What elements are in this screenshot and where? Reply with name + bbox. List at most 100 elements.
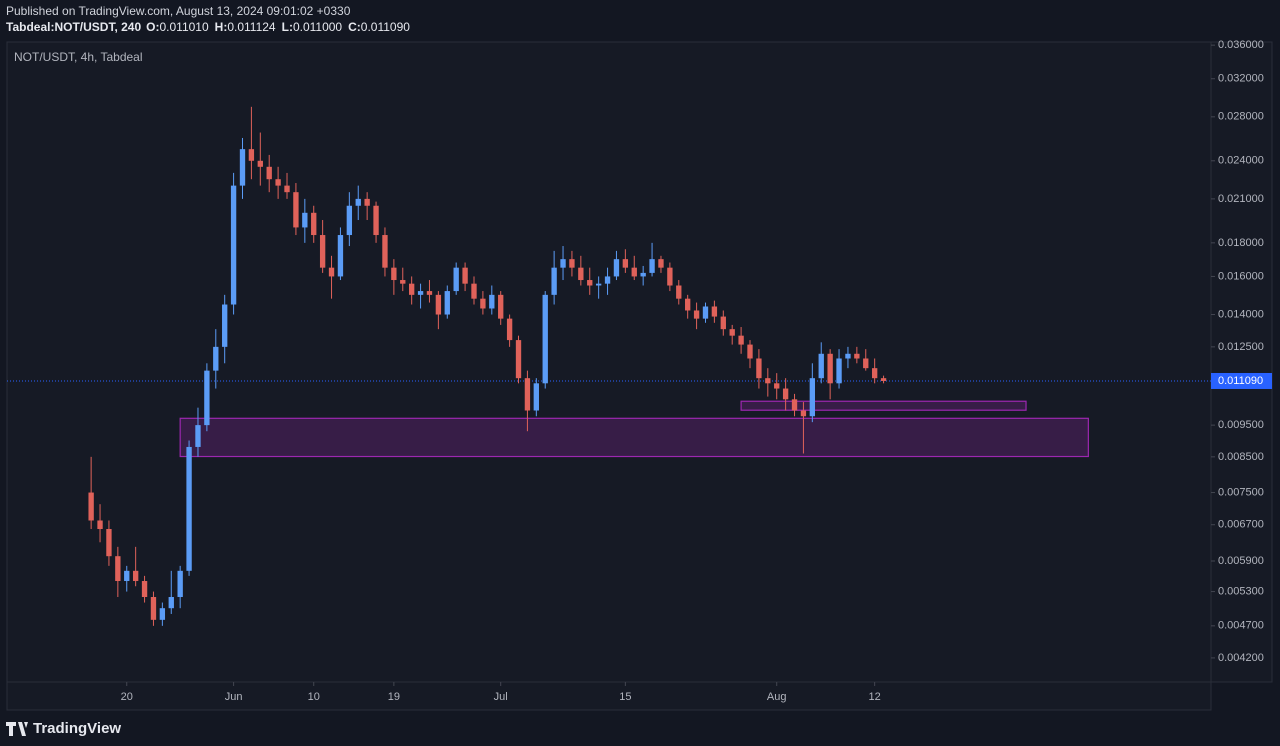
candle-body: [248, 149, 255, 161]
candle-body: [319, 235, 326, 268]
y-tick-label: 0.018000: [1218, 237, 1264, 249]
y-tick-label: 0.036000: [1218, 39, 1264, 51]
x-tick-label: 10: [308, 691, 320, 703]
candle-body: [854, 353, 860, 359]
candle-body: [346, 205, 353, 236]
candle-body: [658, 259, 664, 268]
candle-body: [622, 259, 629, 268]
candle-body: [462, 267, 468, 284]
candle-body: [765, 378, 771, 384]
y-tick-label: 0.008500: [1218, 451, 1264, 463]
time-axis: [6, 681, 1212, 711]
candle-body: [355, 198, 361, 206]
candle-body: [595, 283, 602, 286]
x-tick-label: 15: [619, 691, 631, 703]
x-tick-label: Jul: [494, 691, 508, 703]
candle-body: [818, 353, 824, 379]
y-tick-label: 0.004200: [1218, 652, 1264, 664]
y-tick-label: 0.021000: [1218, 193, 1264, 205]
y-tick-label: 0.024000: [1218, 155, 1264, 167]
logo-icon: [6, 722, 28, 736]
candle-body: [311, 212, 317, 236]
candle-body: [115, 556, 121, 582]
candle-body: [702, 306, 709, 319]
candle-body: [738, 335, 744, 345]
y-tick-label: 0.012500: [1218, 341, 1264, 353]
candle-body: [159, 608, 166, 620]
candle-body: [756, 358, 762, 379]
candle-body: [542, 294, 548, 384]
zone: [740, 400, 1027, 411]
candle-body: [400, 280, 406, 284]
candle-body: [391, 267, 397, 281]
candle-body: [275, 179, 281, 186]
pane: [6, 41, 1212, 683]
candle-body: [693, 310, 700, 319]
candle-body: [720, 316, 726, 330]
candle-body: [150, 597, 157, 620]
candle-body: [168, 597, 174, 609]
candle-body: [204, 370, 210, 426]
candle-body: [560, 259, 566, 268]
ohlc-value: 0.011010: [159, 20, 208, 34]
ohlc-value: 0.011090: [361, 20, 410, 34]
candle-body: [293, 192, 299, 228]
candle-body: [489, 294, 495, 309]
ohlc-value: 0.011000: [293, 20, 342, 34]
ohlc-key: O:: [146, 20, 159, 34]
candle-body: [435, 294, 442, 315]
candle-body: [222, 304, 228, 347]
candle-body: [328, 267, 335, 277]
candle-body: [498, 294, 504, 319]
candle-body: [604, 276, 611, 284]
candle-body: [88, 492, 94, 521]
candle-body: [631, 267, 637, 277]
y-tick-label: 0.005900: [1218, 555, 1264, 567]
y-tick-label: 0.007500: [1218, 486, 1264, 498]
candle-body: [284, 185, 290, 193]
candle-body: [266, 166, 272, 180]
zone: [179, 417, 1089, 458]
candle-body: [132, 570, 139, 582]
symbol-line: Tabdeal:NOT/USDT, 240 O:0.011010 H:0.01112…: [6, 20, 410, 34]
candle-body: [230, 185, 237, 305]
candle-body: [880, 378, 887, 381]
candle-body: [845, 353, 851, 359]
ohlc-key: H:: [215, 20, 228, 34]
candle-body: [827, 353, 833, 384]
last-price-label: 0.011090: [1218, 375, 1263, 387]
y-tick-label: 0.006700: [1218, 519, 1264, 531]
candle-body: [337, 235, 344, 277]
candle-body: [587, 280, 593, 286]
candle-body: [863, 358, 869, 369]
candle-body: [774, 383, 780, 389]
candle-body: [667, 267, 673, 286]
candle-body: [782, 388, 789, 400]
candle-body: [791, 399, 798, 411]
candle-body: [871, 368, 878, 379]
x-tick-label: 12: [869, 691, 881, 703]
candle-body: [506, 318, 513, 341]
symbol: Tabdeal:NOT/USDT, 240: [6, 20, 141, 34]
ohlc-value: 0.011124: [227, 20, 276, 34]
candle-body: [417, 291, 424, 295]
candle-body: [800, 410, 807, 417]
candle-body: [640, 272, 646, 277]
candle-body: [569, 259, 575, 268]
x-tick-label: 19: [388, 691, 400, 703]
candle-body: [578, 267, 584, 281]
candle-body: [524, 378, 531, 411]
price-axis: [1210, 41, 1273, 683]
candle-body: [613, 259, 620, 277]
candle-body: [676, 285, 682, 299]
candle-body: [106, 529, 112, 557]
candle-body: [195, 425, 201, 447]
candle-body: [649, 259, 655, 273]
candle-body: [124, 570, 130, 582]
candle-body: [551, 267, 557, 295]
candle-body: [453, 267, 459, 292]
y-tick-label: 0.009500: [1218, 419, 1264, 431]
ohlc-key: L:: [282, 20, 293, 34]
